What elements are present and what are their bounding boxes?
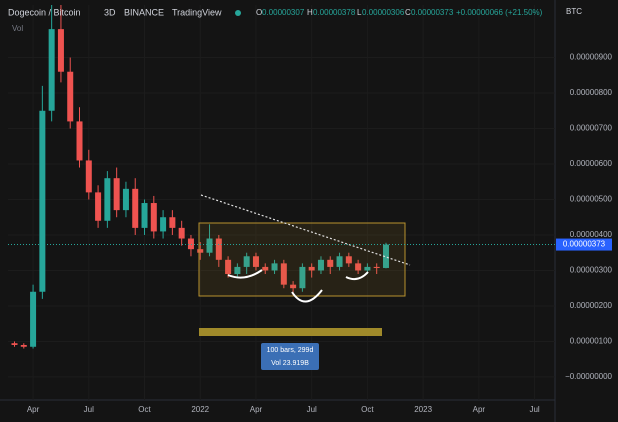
x-tick-label: Jul	[84, 405, 94, 414]
candle-body	[215, 238, 222, 260]
symbol: Dogecoin / Bitcoin	[8, 7, 81, 17]
candle-body	[76, 121, 83, 161]
range-bar	[199, 328, 382, 336]
candle-body	[271, 263, 278, 271]
y-tick-label: 0.00000400	[570, 230, 613, 239]
rectangle-drawing	[198, 222, 406, 297]
candle-body	[169, 217, 176, 228]
candle-body	[345, 256, 352, 264]
candle-body	[327, 259, 334, 267]
candle-body	[48, 29, 55, 111]
candle-body	[308, 266, 315, 271]
currency: BTC	[566, 7, 582, 16]
candle-body	[317, 259, 324, 271]
legend-header: Dogecoin / Bitcoin 3D BINANCE TradingVie…	[8, 7, 582, 33]
change-value: +0.00000066 (+21.50%)	[456, 8, 543, 17]
candle-body	[141, 203, 148, 228]
candle-body	[364, 266, 371, 271]
exchange: BINANCE	[124, 7, 164, 17]
candle-body	[122, 188, 129, 211]
candle-body	[234, 266, 241, 275]
pattern-curve	[345, 271, 369, 281]
candle-body	[373, 266, 380, 268]
range-info: 100 bars, 299d	[267, 347, 314, 354]
plot-area	[8, 5, 555, 400]
candle-body	[95, 192, 102, 221]
trend-line	[200, 194, 411, 266]
pattern-curve	[291, 289, 323, 303]
candle-body	[132, 188, 139, 228]
candle-body	[197, 249, 204, 253]
candle-body	[67, 71, 74, 122]
candle-body	[30, 291, 37, 347]
range-info-box	[261, 343, 319, 370]
high-value: 0.00000378	[313, 8, 356, 17]
x-tick-label: Oct	[138, 405, 151, 414]
x-tick-label: Jul	[307, 405, 317, 414]
low-value: 0.00000306	[362, 8, 405, 17]
candle-body	[20, 344, 27, 347]
candle-body	[11, 343, 18, 345]
y-tick-label: 0.00000200	[570, 301, 613, 310]
last-price-label: 0.00000373	[563, 240, 606, 249]
x-tick-label: Apr	[250, 405, 263, 414]
y-tick-label: 0.00000900	[570, 53, 613, 62]
y-tick-label: 0.00000100	[570, 337, 613, 346]
x-tick-label: 2023	[414, 405, 432, 414]
candle-body	[85, 160, 92, 193]
y-tick-label: 0.00000500	[570, 195, 613, 204]
y-tick-label: 0.00000700	[570, 124, 613, 133]
candle-body	[225, 259, 232, 275]
y-tick-label: 0.00000800	[570, 88, 613, 97]
drawings: 100 bars, 299d Vol 23.919B	[198, 194, 411, 370]
candle-body	[262, 266, 269, 271]
candle-body	[206, 238, 213, 253]
range-volume: Vol 23.919B	[271, 360, 309, 367]
close-value: 0.00000373	[411, 8, 454, 17]
low-label: L	[357, 8, 362, 17]
candle-body	[382, 244, 389, 268]
candle-body	[252, 256, 259, 267]
open-value: 0.00000307	[262, 8, 305, 17]
x-tick-label: Apr	[473, 405, 486, 414]
candle-body	[290, 284, 297, 289]
volume-label: Vol	[12, 24, 23, 33]
interval: 3D	[104, 7, 116, 17]
y-tick-label: 0.00000600	[570, 159, 613, 168]
high-label: H	[307, 8, 313, 17]
brand: TradingView	[172, 7, 222, 17]
candle-body	[150, 203, 157, 232]
status-dot	[235, 10, 241, 16]
y-tick-label: 0.00000300	[570, 266, 613, 275]
candle-body	[160, 217, 167, 232]
candle-body	[355, 263, 362, 271]
candle-body	[104, 178, 111, 221]
x-tick-label: 2022	[191, 405, 209, 414]
close-label: C	[405, 8, 411, 17]
candle-body	[187, 238, 194, 250]
candle-body	[57, 29, 64, 72]
candle-body	[336, 256, 343, 267]
candle-body	[39, 110, 46, 292]
candle-body	[113, 178, 120, 211]
candle-body	[243, 256, 250, 267]
x-tick-label: Jul	[529, 405, 539, 414]
last-price-tag	[556, 238, 612, 251]
candle-body	[299, 266, 306, 289]
x-tick-label: Apr	[27, 405, 40, 414]
y-tick-label: −0.00000000	[565, 372, 612, 381]
candle-body	[178, 227, 185, 239]
x-tick-label: Oct	[361, 405, 374, 414]
pattern-curve	[227, 269, 263, 279]
open-label: O	[256, 8, 262, 17]
candle-body	[280, 263, 287, 285]
